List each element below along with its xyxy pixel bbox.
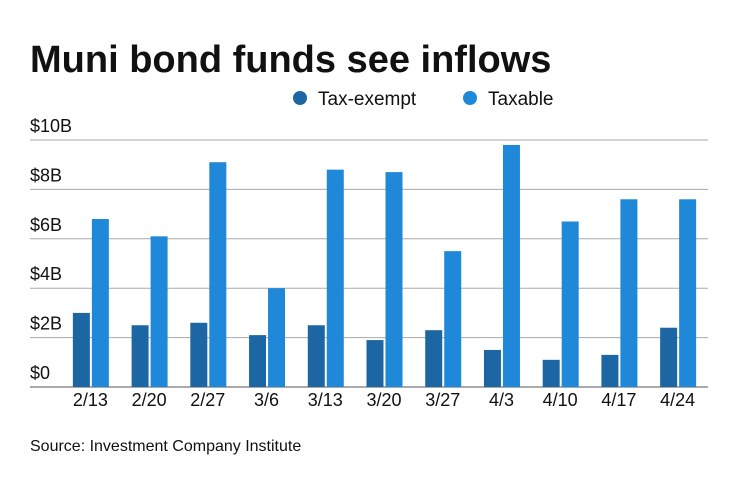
bar	[190, 322, 208, 387]
bar	[307, 325, 325, 387]
bar	[72, 312, 90, 387]
bar	[444, 251, 462, 387]
x-tick-label: 3/13	[308, 390, 343, 410]
bar	[502, 144, 520, 387]
y-tick-label: $0	[30, 363, 50, 383]
bar	[366, 340, 384, 387]
bar	[131, 325, 149, 387]
y-tick-label: $2B	[30, 314, 62, 334]
x-tick-label: 2/13	[73, 390, 108, 410]
x-tick-label: 3/27	[425, 390, 460, 410]
legend-label: Tax-exempt	[318, 89, 417, 110]
bar	[620, 199, 638, 387]
y-tick-label: $4B	[30, 264, 62, 284]
bar	[385, 172, 403, 387]
bar	[326, 169, 344, 387]
x-tick-label: 4/3	[489, 390, 514, 410]
bar	[542, 359, 560, 387]
bar	[209, 162, 227, 387]
chart-title: Muni bond funds see inflows	[30, 39, 551, 81]
bar	[425, 330, 443, 387]
y-tick-label: $6B	[30, 215, 62, 235]
legend-marker	[293, 91, 307, 105]
x-tick-label: 2/27	[190, 390, 225, 410]
bar	[561, 221, 579, 387]
x-tick-label: 4/17	[601, 390, 636, 410]
bar	[268, 288, 286, 387]
x-tick-label: 4/24	[660, 390, 695, 410]
x-tick-label: 2/20	[132, 390, 167, 410]
source-note: Source: Investment Company Institute	[30, 438, 301, 455]
x-tick-label: 4/10	[543, 390, 578, 410]
bar	[150, 236, 168, 387]
bar	[601, 354, 619, 387]
x-tick-label: 3/6	[254, 390, 279, 410]
x-tick-label: 3/20	[366, 390, 401, 410]
bar	[483, 349, 501, 387]
y-tick-label: $8B	[30, 165, 62, 185]
legend-marker	[463, 91, 477, 105]
y-tick-label: $10B	[30, 116, 72, 136]
bar	[660, 327, 678, 387]
bar	[91, 219, 109, 387]
bar	[679, 199, 697, 387]
bar	[249, 335, 267, 387]
legend-label: Taxable	[488, 89, 554, 110]
